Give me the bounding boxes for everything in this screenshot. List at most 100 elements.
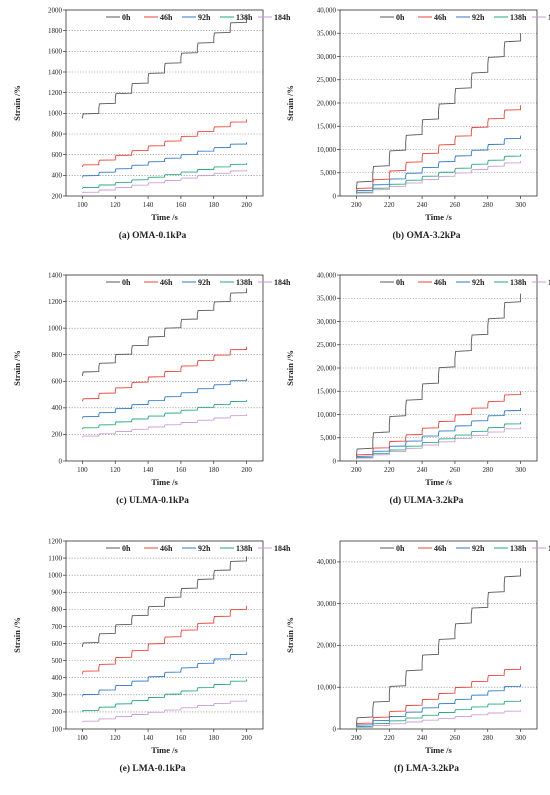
series-line-92h (355, 684, 522, 728)
x-tick-label: 100 (77, 201, 88, 209)
y-tick-label: 1000 (48, 110, 63, 118)
y-tick-label: 40,000 (317, 271, 337, 279)
y-tick-label: 25,000 (317, 76, 337, 84)
series-line-92h (355, 408, 522, 459)
x-tick-label: 100 (77, 734, 88, 742)
legend-label: 0h (396, 544, 405, 553)
legend-label: 184h (548, 278, 550, 287)
legend-label: 46h (434, 278, 447, 287)
y-tick-label: 20,000 (317, 99, 337, 107)
series-line-138h (355, 154, 522, 195)
y-tick-label: 0 (333, 457, 337, 465)
series-line-46h (81, 119, 248, 168)
legend-label: 184h (548, 544, 550, 553)
x-tick-label: 300 (515, 734, 526, 742)
y-tick-label: 25,000 (317, 341, 337, 349)
y-axis-title: Strain /% (285, 85, 295, 121)
y-tick-label: 35,000 (317, 30, 337, 38)
x-tick-label: 200 (241, 201, 252, 209)
x-tick-label: 220 (384, 466, 395, 474)
chart-panel: 0 200 400 600 800 1000 1200 1400 100 120 140 160 180… (12, 271, 291, 506)
plot-frame (339, 540, 538, 730)
y-tick-label: 800 (52, 606, 63, 614)
y-tick-label: 800 (52, 351, 63, 359)
y-tick-label: 30,000 (317, 600, 337, 608)
y-tick-label: 100 (52, 725, 63, 733)
x-axis-title: Time /s (425, 212, 452, 222)
chart-panel: 0 10,000 20,000 30,000 40,000 200 220 240 260 280… (285, 540, 550, 774)
y-tick-label: 2000 (48, 6, 63, 14)
y-tick-label: 200 (52, 192, 63, 200)
plot-frame (339, 9, 538, 197)
series-line-138h (356, 699, 522, 728)
x-tick-label: 180 (209, 466, 220, 474)
y-tick-label: 1000 (48, 324, 63, 332)
series-line-46h (355, 666, 522, 727)
legend-label: 138h (236, 13, 253, 22)
series-line-184h (82, 414, 248, 438)
legend-label: 0h (396, 278, 405, 287)
y-tick-label: 1200 (48, 537, 63, 545)
x-tick-label: 120 (110, 201, 121, 209)
y-tick-label: 600 (52, 378, 63, 386)
y-tick-label: 300 (52, 691, 63, 699)
y-tick-label: 200 (52, 431, 63, 439)
chart-panel: 100 200 300 400 500 600 700 800 900 1000 1100 1200 1… (12, 537, 291, 774)
series-line-0h (81, 16, 248, 119)
series-line-184h (82, 169, 248, 194)
x-tick-label: 160 (176, 201, 187, 209)
y-tick-label: 10,000 (317, 146, 337, 154)
y-tick-label: 1600 (48, 48, 63, 56)
legend-label: 138h (510, 278, 527, 287)
y-tick-label: 600 (52, 151, 63, 159)
x-tick-label: 120 (110, 466, 121, 474)
series-line-184h (355, 161, 522, 195)
x-tick-label: 180 (209, 201, 220, 209)
legend-label: 0h (122, 13, 131, 22)
y-tick-label: 40,000 (317, 558, 337, 566)
x-tick-label: 140 (143, 466, 154, 474)
x-tick-label: 160 (176, 734, 187, 742)
x-axis-title: Time /s (151, 745, 178, 755)
series-line-184h (356, 710, 522, 729)
legend-label: 184h (274, 544, 291, 553)
legend-label: 92h (198, 13, 211, 22)
x-tick-label: 240 (417, 466, 428, 474)
y-tick-label: 0 (59, 457, 63, 465)
panel-caption: (a) OMA-0.1kPa (119, 230, 187, 241)
legend-label: 46h (434, 13, 447, 22)
series-line-138h (81, 679, 248, 713)
series-line-184h (82, 699, 248, 723)
x-tick-label: 140 (143, 201, 154, 209)
legend-label: 184h (274, 278, 291, 287)
x-tick-label: 260 (450, 734, 461, 742)
chart-panel: 200 400 600 800 1000 1200 1400 1600 1800 2000 100 1… (12, 6, 291, 241)
legend-label: 92h (198, 278, 211, 287)
y-tick-label: 1400 (48, 271, 63, 279)
y-tick-label: 700 (52, 623, 63, 631)
y-tick-label: 400 (52, 674, 63, 682)
legend-label: 138h (510, 544, 527, 553)
series-line-184h (355, 427, 522, 460)
series-line-0h (81, 288, 248, 377)
y-axis-title: Strain /% (285, 350, 295, 386)
legend-label: 138h (236, 278, 253, 287)
y-tick-label: 500 (52, 657, 63, 665)
legend-label: 184h (274, 13, 291, 22)
x-tick-label: 280 (483, 466, 494, 474)
x-tick-label: 240 (417, 201, 428, 209)
chart-panel: 0 5,000 10,000 15,000 20,000 25,000 30,000 35,0… (285, 6, 550, 241)
x-tick-label: 200 (241, 734, 252, 742)
x-axis-title: Time /s (151, 212, 178, 222)
x-axis-title: Time /s (425, 745, 452, 755)
x-tick-label: 140 (143, 734, 154, 742)
series-line-138h (82, 399, 248, 430)
legend-label: 0h (122, 544, 131, 553)
x-tick-label: 260 (450, 466, 461, 474)
y-tick-label: 20,000 (317, 642, 337, 650)
y-axis-title: Strain /% (12, 350, 22, 386)
y-tick-label: 600 (52, 640, 63, 648)
y-tick-label: 35,000 (317, 295, 337, 303)
legend-label: 46h (160, 544, 173, 553)
series-line-92h (81, 378, 248, 419)
